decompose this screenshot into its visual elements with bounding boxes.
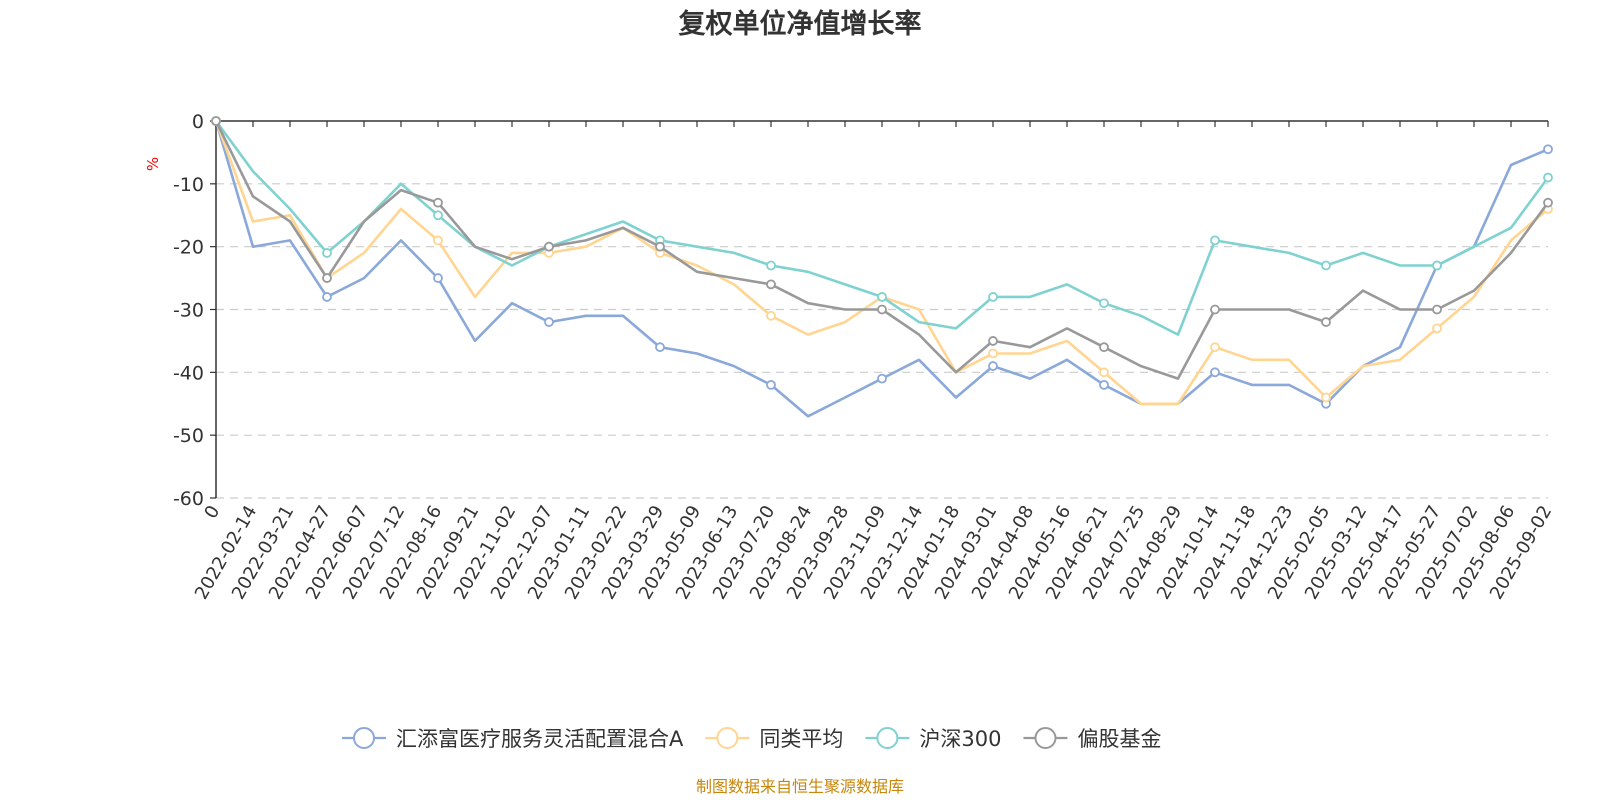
- data-point: [322, 248, 332, 258]
- data-point: [766, 260, 776, 271]
- y-axis-unit: %: [144, 157, 162, 171]
- y-tick-label: -40: [173, 362, 204, 384]
- data-point: [1210, 235, 1220, 246]
- data-point: [1321, 392, 1331, 403]
- legend-entry: 同类平均: [759, 727, 843, 751]
- legend-marker-icon: [1034, 727, 1057, 749]
- data-point: [1099, 298, 1109, 309]
- data-point: [1543, 144, 1553, 155]
- data-point: [655, 342, 665, 353]
- legend-marker-icon: [353, 727, 375, 749]
- data-point: [988, 348, 998, 359]
- data-point: [1099, 367, 1109, 378]
- y-tick-labels: 0 -10 -20 -30 -40 -50 -60: [173, 111, 204, 510]
- legend-marker-icon: [716, 727, 739, 749]
- y-tick-label: -20: [173, 237, 204, 259]
- data-point: [1321, 260, 1331, 271]
- data-point: [433, 210, 443, 221]
- data-point: [877, 304, 887, 315]
- data-point: [1321, 317, 1331, 327]
- chart-title: 复权单位净值增长率: [679, 8, 922, 40]
- x-tick-label: 0: [200, 502, 224, 522]
- data-point: [766, 310, 776, 321]
- data-point: [1210, 304, 1220, 315]
- axes: [210, 120, 1549, 499]
- legend-marker-icon: [876, 727, 899, 749]
- data-point: [544, 317, 554, 327]
- data-point: [1432, 323, 1442, 334]
- data-point: [655, 241, 665, 252]
- series-lines: [211, 116, 1553, 418]
- data-point: [1543, 172, 1553, 183]
- data-point: [544, 241, 554, 252]
- y-tick-label: -50: [173, 425, 204, 447]
- data-point: [877, 292, 887, 302]
- y-tick-label: -30: [173, 300, 204, 322]
- data-point: [1210, 342, 1220, 353]
- y-tick-label: 0: [192, 111, 204, 133]
- data-point: [1432, 304, 1442, 315]
- data-point: [433, 273, 443, 283]
- data-point: [766, 379, 776, 390]
- data-point: [988, 292, 998, 302]
- data-point: [1099, 379, 1109, 390]
- data-point: [766, 279, 776, 290]
- data-point: [877, 373, 887, 384]
- data-point: [1210, 367, 1220, 378]
- data-point: [433, 235, 443, 246]
- legend-entry: 偏股基金: [1077, 727, 1161, 751]
- gridlines: [216, 183, 1548, 499]
- legend[interactable]: 汇添富医疗服务灵活配置混合A 同类平均 沪深300 偏股基金: [342, 727, 1161, 751]
- data-point: [433, 197, 443, 208]
- legend-entry: 汇添富医疗服务灵活配置混合A: [396, 727, 684, 751]
- data-point: [988, 336, 998, 346]
- y-tick-label: -10: [173, 174, 204, 196]
- data-point: [322, 292, 332, 302]
- data-point: [988, 361, 998, 371]
- series-line: [214, 120, 1550, 380]
- data-point: [211, 116, 221, 126]
- data-point: [1543, 197, 1553, 208]
- data-point: [1432, 260, 1442, 271]
- y-tick-label: -60: [173, 488, 204, 510]
- legend-entry: 沪深300: [919, 727, 1001, 751]
- series-line: [214, 120, 1549, 406]
- x-tick-labels: 02022-02-142022-03-212022-04-272022-06-0…: [191, 502, 1556, 603]
- data-point: [1099, 342, 1109, 353]
- data-source-note: 制图数据来自恒生聚源数据库: [696, 777, 904, 796]
- data-point: [322, 273, 332, 283]
